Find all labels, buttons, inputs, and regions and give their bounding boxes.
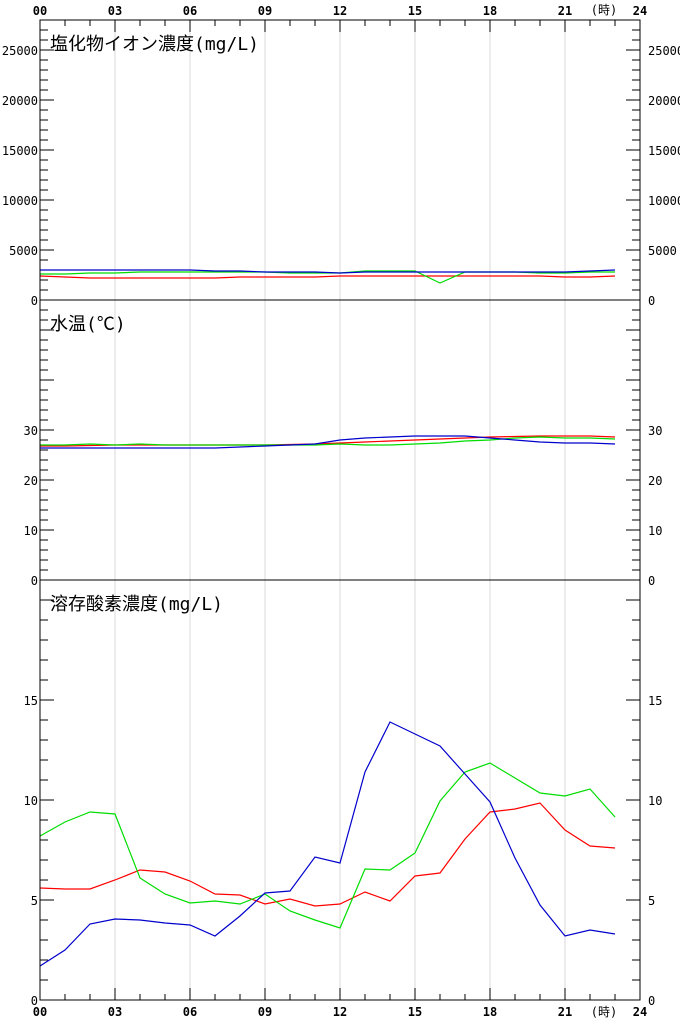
x-tick-label-top: 24 xyxy=(633,4,647,18)
y-tick-label-right: 0 xyxy=(648,574,655,588)
x-tick-label-bottom: 21 xyxy=(558,1005,572,1019)
y-tick-label-left: 10 xyxy=(24,794,38,808)
y-tick-label-left: 15 xyxy=(24,694,38,708)
panel-title: 塩化物イオン濃度(mg/L) xyxy=(50,34,259,55)
y-tick-label-right: 0 xyxy=(648,294,655,308)
x-unit-label-top: (時) xyxy=(591,3,617,17)
x-tick-label-bottom: 09 xyxy=(258,1005,272,1019)
series-line-2 xyxy=(40,436,616,446)
x-tick-label-top: 18 xyxy=(483,4,497,18)
series-line-2 xyxy=(39,762,616,929)
series-line-3 xyxy=(39,721,616,967)
x-tick-label-bottom: 00 xyxy=(33,1005,47,1019)
x-tick-label-top: 15 xyxy=(408,4,422,18)
y-tick-label-left: 5000 xyxy=(9,244,38,258)
panel-title: 溶存酸素濃度(mg/L) xyxy=(50,594,223,615)
y-tick-label-right: 15 xyxy=(648,694,662,708)
series-line-1 xyxy=(40,435,616,447)
x-tick-label-bottom: 06 xyxy=(183,1005,197,1019)
x-tick-label-top: 09 xyxy=(258,4,272,18)
series-line-1 xyxy=(39,802,616,907)
y-tick-label-left: 10000 xyxy=(2,194,38,208)
x-unit-label-bottom: (時) xyxy=(591,1005,617,1019)
x-tick-label-bottom: 12 xyxy=(333,1005,347,1019)
x-tick-label-top: 12 xyxy=(333,4,347,18)
series-line-3 xyxy=(40,269,616,274)
y-tick-label-right: 5 xyxy=(648,894,655,908)
series-line-1 xyxy=(39,275,616,279)
x-tick-label-bottom: 24 xyxy=(633,1005,647,1019)
y-tick-label-left: 10 xyxy=(24,524,38,538)
y-tick-label-left: 30 xyxy=(24,424,38,438)
x-tick-label-top: 06 xyxy=(183,4,197,18)
y-tick-label-left: 5 xyxy=(31,894,38,908)
y-tick-label-right: 10 xyxy=(648,794,662,808)
y-tick-label-left: 15000 xyxy=(2,144,38,158)
y-tick-label-right: 20000 xyxy=(648,94,680,108)
y-tick-label-left: 0 xyxy=(31,574,38,588)
y-tick-label-right: 25000 xyxy=(648,44,680,58)
x-tick-label-top: 03 xyxy=(108,4,122,18)
y-tick-label-left: 20 xyxy=(24,474,38,488)
y-tick-label-left: 25000 xyxy=(2,44,38,58)
y-tick-label-left: 0 xyxy=(31,994,38,1008)
x-tick-label-bottom: 03 xyxy=(108,1005,122,1019)
y-tick-label-right: 20 xyxy=(648,474,662,488)
y-tick-label-right: 5000 xyxy=(648,244,677,258)
y-tick-label-right: 15000 xyxy=(648,144,680,158)
x-tick-label-top: 21 xyxy=(558,4,572,18)
y-tick-label-right: 30 xyxy=(648,424,662,438)
panel-title: 水温(℃) xyxy=(50,314,126,335)
x-tick-label-bottom: 18 xyxy=(483,1005,497,1019)
y-tick-label-left: 0 xyxy=(31,294,38,308)
x-tick-label-top: 00 xyxy=(33,4,47,18)
x-tick-label-bottom: 15 xyxy=(408,1005,422,1019)
series-line-3 xyxy=(40,435,616,449)
y-tick-label-left: 20000 xyxy=(2,94,38,108)
y-tick-label-right: 10 xyxy=(648,524,662,538)
y-tick-label-right: 10000 xyxy=(648,194,680,208)
y-tick-label-right: 0 xyxy=(648,994,655,1008)
